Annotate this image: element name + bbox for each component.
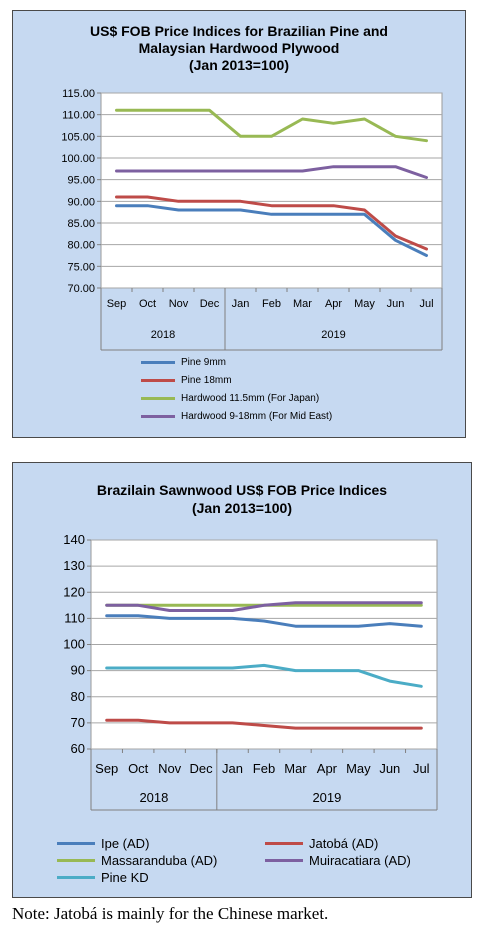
legend-label: Pine 9mm: [181, 357, 227, 368]
legend-label: Hardwood 9-18mm (For Mid East): [181, 411, 333, 422]
series-line-3: [115, 108, 428, 143]
x-tick-label: Dec: [190, 761, 214, 776]
x-tick-label: Jul: [419, 298, 433, 310]
y-tick-label: 95.00: [67, 175, 95, 187]
y-tick-label: 70: [71, 715, 85, 730]
plywood-price-chart: 70.00 75.00 80.00 85.00 90.00 95.00 100.00 105.…: [61, 88, 443, 351]
legend-label: Pine KD: [101, 870, 149, 885]
footnote: Note: Jatobá is mainly for the Chinese m…: [12, 904, 329, 923]
y-tick-label: 70.00: [67, 283, 95, 295]
legend-item: Ipe (AD): [57, 836, 149, 851]
legend-label: Jatobá (AD): [309, 836, 379, 851]
legend-label: Hardwood 11.5mm (For Japan): [181, 393, 320, 404]
y-tick-label: 110: [64, 610, 85, 625]
chart-title-line: Brazilain Sawnwood US$ FOB Price Indices: [96, 482, 388, 498]
plywood-chart-panel: US$ FOB Price Indices for Brazilian Pine…: [12, 10, 466, 438]
x-tick-label: May: [354, 298, 375, 310]
x-tick-label: Apr: [325, 298, 342, 310]
chart-title-line: US$ FOB Price Indices for Brazilian Pine…: [90, 23, 388, 39]
legend-item: Pine 9mm: [141, 357, 226, 368]
legend-swatch: [265, 859, 303, 862]
legend-item: Jatobá (AD): [265, 836, 378, 851]
x-tick-label: Feb: [262, 298, 281, 310]
y-tick-label: 80.00: [67, 240, 95, 252]
legend-item: Pine 18mm: [141, 375, 232, 386]
y-tick-label: 90: [71, 663, 85, 678]
x-tick-label: Jan: [222, 761, 243, 776]
y-tick-label: 105.00: [61, 131, 95, 143]
chart-title: Brazilain Sawnwood US$ FOB Price Indices…: [13, 481, 471, 517]
y-tick-label: 140: [63, 532, 85, 547]
y-tick-label: 100: [63, 637, 85, 652]
legend-swatch: [141, 361, 175, 364]
series-line-2: [115, 195, 428, 251]
year-label: 2018: [139, 790, 168, 805]
x-tick-label: Mar: [293, 298, 312, 310]
series-line-1: [115, 204, 428, 257]
series-line-1: [105, 614, 423, 628]
x-tick-label: Jun: [387, 298, 405, 310]
legend-item: Hardwood 9-18mm (For Mid East): [141, 411, 332, 422]
y-tick-label: 60: [71, 741, 85, 756]
x-tick-label: Jul: [413, 761, 430, 776]
x-tick-label: Nov: [158, 761, 182, 776]
y-tick-label: 100.00: [61, 153, 95, 165]
legend-label: Pine 18mm: [181, 375, 232, 386]
y-tick-label: 80: [71, 689, 85, 704]
chart-title: US$ FOB Price Indices for Brazilian Pine…: [13, 23, 465, 74]
year-label: 2018: [151, 329, 175, 341]
year-label: 2019: [312, 790, 341, 805]
y-tick-label: 90.00: [67, 196, 95, 208]
x-tick-label: Apr: [317, 761, 338, 776]
chart-title-line: (Jan 2013=100): [191, 500, 293, 516]
x-tick-label: Sep: [95, 761, 118, 776]
series-line-4: [115, 165, 428, 179]
sawnwood-chart-panel: Brazilain Sawnwood US$ FOB Price Indices…: [12, 462, 472, 898]
chart-title-line: Malaysian Hardwood Plywood: [138, 40, 340, 56]
sawnwood-price-chart: 60 70 80 90 100 110 120 130 140 Sep Oct Nov Dec Jan Fe…: [63, 532, 438, 811]
y-tick-label: 110.00: [62, 110, 95, 122]
legend-label: Massaranduba (AD): [101, 853, 218, 868]
series-line-5: [105, 663, 423, 688]
legend-item: Pine KD: [57, 870, 149, 885]
legend-label: Muiracatiara (AD): [309, 853, 411, 868]
legend-swatch: [57, 876, 95, 879]
legend-swatch: [57, 859, 95, 862]
legend-swatch: [265, 842, 303, 845]
x-tick-label: Oct: [128, 761, 149, 776]
chart-title-line: (Jan 2013=100): [188, 57, 290, 73]
x-tick-label: May: [346, 761, 371, 776]
legend-item: Massaranduba (AD): [57, 853, 217, 868]
y-tick-label: 120: [63, 584, 85, 599]
legend-swatch: [141, 415, 175, 418]
x-tick-label: Jun: [379, 761, 400, 776]
y-tick-label: 85.00: [67, 218, 95, 230]
x-tick-label: Sep: [107, 298, 127, 310]
series-line-2: [105, 718, 423, 730]
series-line-4: [105, 601, 423, 612]
legend-label: Ipe (AD): [101, 836, 150, 851]
year-label: 2019: [321, 329, 345, 341]
legend-swatch: [57, 842, 95, 845]
x-tick-label: Nov: [169, 298, 189, 310]
legend-swatch: [141, 397, 175, 400]
x-tick-label: Oct: [139, 298, 156, 310]
x-tick-label: Mar: [284, 761, 307, 776]
x-tick-label: Feb: [253, 761, 275, 776]
x-tick-label: Dec: [200, 298, 220, 310]
y-tick-label: 115.00: [62, 88, 95, 100]
x-tick-label: Jan: [232, 298, 250, 310]
plot-area: [100, 92, 443, 289]
y-tick-label: 130: [63, 558, 85, 573]
legend-item: Hardwood 11.5mm (For Japan): [141, 393, 319, 404]
legend-swatch: [141, 379, 175, 382]
legend-item: Muiracatiara (AD): [265, 853, 411, 868]
y-tick-label: 75.00: [67, 261, 95, 273]
